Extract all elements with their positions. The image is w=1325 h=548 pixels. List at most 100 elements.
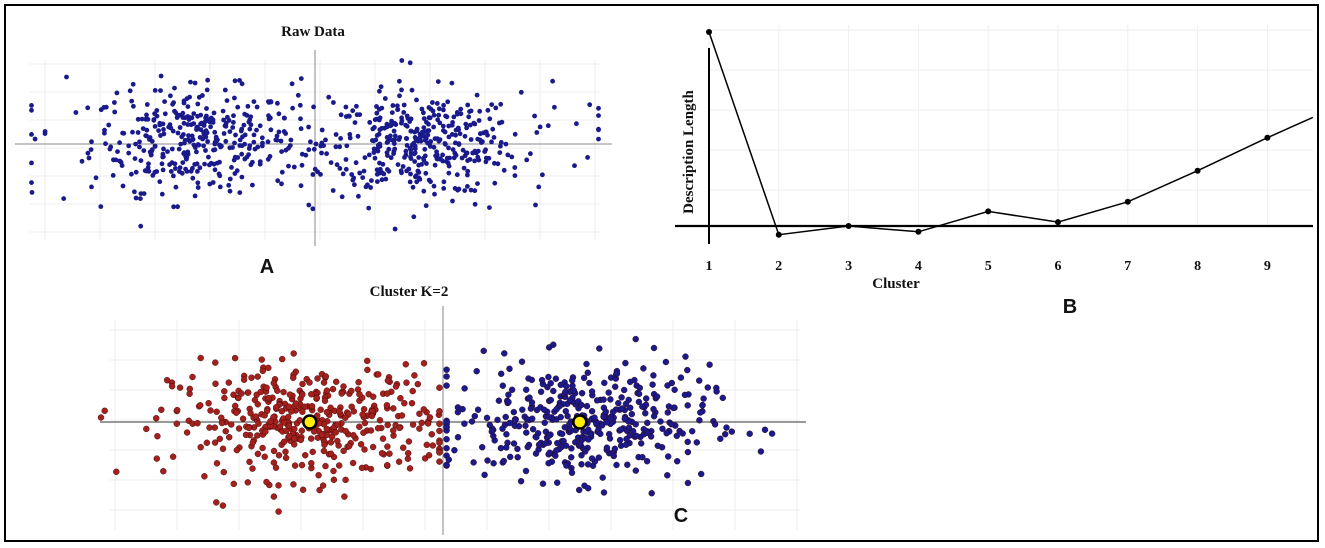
panel-a-point <box>464 150 470 156</box>
panel-c-point <box>280 388 287 396</box>
panel-c-point <box>542 440 549 447</box>
panel-c-point <box>299 408 306 415</box>
panel-c-point <box>506 365 513 372</box>
panel-a-point <box>386 146 392 152</box>
panel-a-point <box>330 188 336 193</box>
panel-c-point <box>644 419 651 427</box>
panel-a-point <box>353 160 359 166</box>
panel-a-point <box>246 152 252 158</box>
panel-a-point <box>408 116 414 122</box>
panel-c-point <box>176 384 184 391</box>
panel-a-point <box>441 128 446 134</box>
panel-c-point <box>481 471 488 479</box>
panel-c-point <box>633 432 640 440</box>
panel-a-point <box>453 127 459 133</box>
panel-a-point <box>298 116 303 122</box>
panel-b-x-tick-label: 4 <box>915 259 922 274</box>
panel-a-point <box>486 155 492 161</box>
panel-c-point <box>216 435 224 443</box>
panel-a-point <box>421 116 427 121</box>
panel-a-point <box>283 131 288 136</box>
panel-c-point <box>315 472 322 479</box>
panel-c-point <box>201 473 208 480</box>
panel-a-point <box>354 112 360 118</box>
panel-a-point <box>454 110 460 115</box>
panel-c-point <box>484 457 491 464</box>
panel-c-point <box>213 408 220 415</box>
panel-c-point <box>416 410 423 417</box>
panel-c-point <box>227 421 235 428</box>
panel-a-point <box>161 126 166 132</box>
panel-a-point <box>250 182 255 188</box>
panel-a-point <box>146 161 151 167</box>
panel-c-point <box>279 355 286 363</box>
panel-a-point <box>162 99 168 104</box>
panel-a-point <box>202 161 208 167</box>
panel-c-point <box>490 460 497 467</box>
panel-a-point <box>436 106 442 112</box>
panel-a-point <box>207 162 212 168</box>
panel-a-point <box>403 152 409 158</box>
panel-b-line-chart: 1 2 3 4 5 6 7 8 9 Cluster Description Length B <box>675 25 1314 318</box>
panel-a-point <box>185 137 191 143</box>
panel-a-point <box>127 88 133 94</box>
panel-b-point <box>985 208 992 215</box>
panel-b-point <box>1124 198 1131 205</box>
panel-c-point <box>240 376 248 383</box>
panel-c-point <box>221 394 228 402</box>
panel-a-point <box>432 191 437 197</box>
panel-a-point <box>518 89 524 95</box>
panel-c-point <box>676 427 683 435</box>
panel-a-point <box>374 171 380 177</box>
panel-c-point <box>650 372 657 379</box>
panel-c-point <box>580 374 588 382</box>
panel-a-point <box>552 104 557 110</box>
panel-a-point <box>106 122 112 128</box>
panel-c-point <box>454 434 462 441</box>
panel-a-point <box>120 183 126 189</box>
panel-c-point <box>414 380 421 388</box>
panel-c-point <box>261 453 268 460</box>
panel-c-point <box>696 377 703 384</box>
panel-c-point <box>408 400 416 407</box>
panel-a-point <box>392 133 398 139</box>
panel-c-title: Cluster K=2 <box>370 284 449 300</box>
panel-a-point <box>103 104 109 110</box>
panel-c-point <box>502 413 509 421</box>
panel-a-point <box>298 126 304 132</box>
panel-a-point <box>497 150 503 156</box>
panel-a-point <box>366 205 372 211</box>
panel-c-point <box>368 412 376 420</box>
panel-b-label: B <box>1063 296 1077 318</box>
panel-a-point <box>140 126 146 131</box>
panel-a-point <box>311 146 317 152</box>
panel-a-point <box>512 165 518 170</box>
panel-c-point <box>203 439 211 446</box>
panel-a-point <box>406 166 412 172</box>
panel-c-point <box>603 419 610 426</box>
panel-c-point <box>416 425 423 432</box>
panel-a-point <box>477 137 483 143</box>
panel-c-point <box>529 415 536 422</box>
panel-a-point <box>354 103 359 109</box>
panel-a-point <box>427 141 432 147</box>
panel-a-point <box>376 131 382 137</box>
panel-a-point <box>289 81 295 87</box>
panel-a-point <box>445 99 451 105</box>
panel-c-point <box>263 478 270 486</box>
panel-c-point <box>328 433 336 440</box>
panel-a-point <box>443 141 448 147</box>
panel-a-point <box>29 160 34 166</box>
panel-a-point <box>93 175 99 181</box>
panel-a-point <box>197 165 203 171</box>
panel-c-point <box>443 445 450 452</box>
panel-a-point <box>29 190 35 195</box>
panel-a-point <box>379 125 385 131</box>
panel-c-point <box>562 408 569 415</box>
panel-c-point <box>443 382 450 389</box>
panel-c-point <box>622 359 629 367</box>
panel-a-point <box>141 191 147 197</box>
panel-c-point <box>153 455 161 462</box>
panel-c-point <box>599 474 606 481</box>
panel-a-point <box>42 129 48 134</box>
